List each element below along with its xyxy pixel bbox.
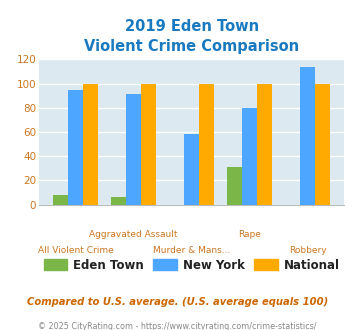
Bar [199, 83, 214, 205]
Text: All Violent Crime: All Violent Crime [38, 246, 114, 255]
Bar [242, 108, 257, 205]
Bar [141, 83, 156, 205]
Text: Robbery: Robbery [289, 246, 327, 255]
Text: Rape: Rape [238, 230, 261, 239]
Bar [83, 83, 98, 205]
Bar [315, 83, 331, 205]
Bar [111, 197, 126, 205]
Bar [300, 67, 315, 205]
Text: Compared to U.S. average. (U.S. average equals 100): Compared to U.S. average. (U.S. average … [27, 297, 328, 307]
Text: Aggravated Assault: Aggravated Assault [89, 230, 178, 239]
Bar [257, 83, 272, 205]
Bar [53, 195, 68, 205]
Legend: Eden Town, New York, National: Eden Town, New York, National [39, 254, 344, 277]
Text: Murder & Mans...: Murder & Mans... [153, 246, 230, 255]
Bar [227, 167, 242, 205]
Title: 2019 Eden Town
Violent Crime Comparison: 2019 Eden Town Violent Crime Comparison [84, 19, 299, 54]
Bar [68, 90, 83, 205]
Bar [184, 134, 199, 205]
Bar [126, 94, 141, 205]
Text: © 2025 CityRating.com - https://www.cityrating.com/crime-statistics/: © 2025 CityRating.com - https://www.city… [38, 322, 317, 330]
